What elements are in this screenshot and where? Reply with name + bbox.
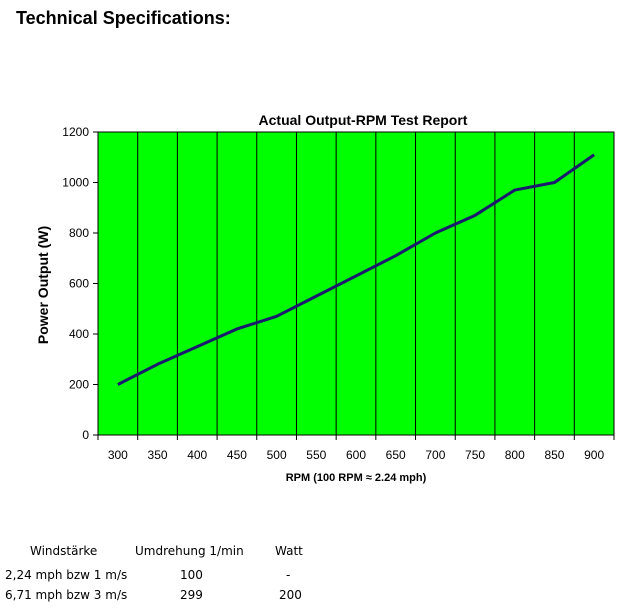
table-cell-row1-rpm: 100: [180, 568, 203, 582]
table-header-watt: Watt: [275, 544, 303, 558]
plot-area: [97, 131, 615, 436]
x-tick-label: 600: [346, 448, 366, 462]
x-tick-label: 550: [306, 448, 326, 462]
x-tick-label: 900: [584, 448, 604, 462]
x-tick-label: 450: [227, 448, 247, 462]
x-tick-label: 650: [386, 448, 406, 462]
x-tick-label: 800: [505, 448, 525, 462]
table-cell-row1-watt: -: [286, 568, 291, 582]
vertical-gridlines: [137, 132, 575, 435]
y-axis-label: Power Output (W): [35, 226, 51, 344]
chart-title: Actual Output-RPM Test Report: [259, 112, 468, 128]
y-tick-label: 1200: [62, 125, 89, 139]
x-axis: 300 350 400 450 500 550 600 650 700 750 800 850 900: [97, 435, 615, 462]
y-axis: 0 200 400 600 800 1000 1200: [62, 125, 98, 442]
table-cell-row2-rpm: 299: [180, 588, 203, 602]
table-header-windstaerke: Windstärke: [30, 544, 98, 558]
y-tick-label: 600: [69, 277, 89, 291]
x-tick-label: 300: [108, 448, 128, 462]
y-tick-label: 800: [69, 226, 89, 240]
y-tick-label: 0: [82, 428, 89, 442]
table-cell-row1-wind: 2,24 mph bzw 1 m/s: [5, 568, 128, 582]
x-tick-label: 400: [187, 448, 207, 462]
y-tick-label: 200: [69, 378, 89, 392]
table-cell-row2-watt: 200: [279, 588, 302, 602]
y-tick-label: 1000: [62, 176, 89, 190]
x-axis-label: RPM (100 RPM ≈ 2.24 mph): [286, 472, 427, 484]
power-rpm-chart: Actual Output-RPM Test Report 0 200 400 600…: [35, 112, 615, 484]
x-tick-label: 850: [544, 448, 564, 462]
table-header-umdrehung: Umdrehung 1/min: [135, 544, 244, 558]
x-tick-label: 350: [148, 448, 168, 462]
x-tick-label: 500: [267, 448, 287, 462]
page-heading: Technical Specifications:: [16, 8, 231, 28]
x-tick-label: 750: [465, 448, 485, 462]
power-output-series-line: [117, 153, 596, 386]
y-tick-label: 400: [69, 327, 89, 341]
table-cell-row2-wind: 6,71 mph bzw 3 m/s: [5, 588, 128, 602]
x-tick-label: 700: [425, 448, 445, 462]
